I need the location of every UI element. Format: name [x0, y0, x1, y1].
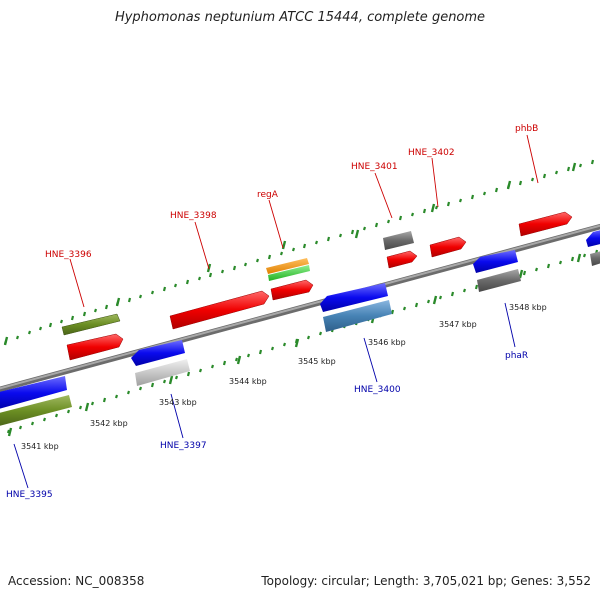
gene-hne-3400-steel[interactable] [323, 300, 392, 332]
gene-label: HNE_3398 [170, 211, 217, 221]
map-title: Hyphomonas neptunium ATCC 15444, complet… [114, 10, 486, 25]
gene-label: phaR [505, 351, 528, 361]
gene-label: HNE_3396 [45, 250, 92, 260]
kbp-label: 3546 kbp [368, 338, 406, 347]
gene-label: phbB [515, 124, 538, 134]
kbp-label: 3548 kbp [509, 303, 547, 312]
gene-label: HNE_3401 [351, 162, 398, 172]
gene-rega-green[interactable] [268, 265, 310, 281]
gene-hne-3401-gray[interactable] [383, 231, 414, 250]
gene-hne-3402[interactable] [429, 236, 467, 258]
kbp-label: 3547 kbp [439, 320, 477, 329]
kbp-label: 3542 kbp [90, 419, 128, 428]
major-ticks [3, 162, 582, 437]
gene-label: HNE_3395 [6, 490, 53, 500]
gene-hne-3395-olive[interactable] [0, 395, 72, 427]
label-leaders-upper [69, 134, 539, 308]
gene-phar-blue[interactable] [473, 250, 518, 273]
gene-phar-gray[interactable] [477, 269, 521, 292]
gene-hne-3400-blue[interactable] [320, 283, 388, 312]
gene-rega-orange[interactable] [266, 258, 309, 274]
gene-labels-lower: HNE_3395 HNE_3397 HNE_3400 phaR [6, 351, 528, 500]
gene-hne-3397-blue[interactable] [131, 340, 185, 366]
gene-edge-gray[interactable] [590, 250, 600, 266]
gene-rega-red[interactable] [270, 279, 314, 301]
kbp-label: 3545 kbp [298, 357, 336, 366]
label-leaders-lower [13, 302, 516, 489]
gene-labels-upper: HNE_3396 HNE_3398 regA HNE_3401 HNE_3402… [45, 124, 538, 260]
gene-hne-3398[interactable] [169, 290, 270, 330]
gene-hne-3401-red[interactable] [386, 250, 418, 269]
gene-label: HNE_3400 [354, 385, 401, 395]
gene-hne-3397-gray[interactable] [135, 359, 190, 386]
gene-phbb[interactable] [518, 211, 573, 237]
gene-label: regA [257, 190, 279, 200]
kbp-label: 3541 kbp [21, 442, 59, 451]
gene-hne-3396-red[interactable] [66, 333, 124, 361]
gene-edge-blue[interactable] [586, 229, 600, 247]
kbp-label: 3543 kbp [159, 398, 197, 407]
kbp-labels: 3541 kbp 3542 kbp 3543 kbp 3544 kbp 3545… [21, 303, 547, 451]
accession-text: Accession: NC_008358 [8, 574, 145, 588]
kbp-label: 3544 kbp [229, 377, 267, 386]
gene-hne-3395-blue[interactable] [0, 376, 67, 410]
genome-summary-text: Topology: circular; Length: 3,705,021 bp… [261, 574, 591, 588]
gene-label: HNE_3402 [408, 148, 455, 158]
gene-label: HNE_3397 [160, 441, 207, 451]
gene-hne-3396-olive[interactable] [61, 313, 121, 336]
